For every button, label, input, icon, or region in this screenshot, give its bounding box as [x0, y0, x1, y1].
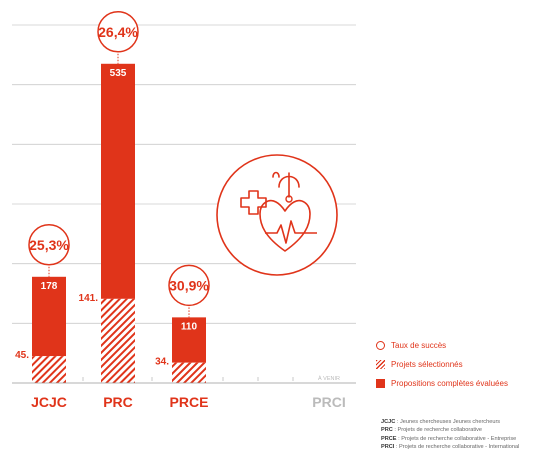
bar-evaluated-prc	[101, 63, 135, 299]
medical-cross-icon	[240, 190, 267, 215]
bar-selected-prce	[172, 362, 206, 383]
heart-icon	[259, 199, 311, 252]
bar-selected-prc	[101, 298, 135, 383]
category-label: PRCE	[170, 394, 209, 410]
legend-label-success-rate: Taux de succès	[391, 341, 447, 350]
heartbeat-line	[265, 220, 317, 244]
definition-jcjc: JCJC : Jeunes chercheuses Jeunes cherche…	[381, 419, 501, 425]
evaluated-label: 110	[181, 321, 198, 332]
hatch-swatch-icon	[376, 360, 385, 369]
definition-prc: PRC : Projets de recherche collaborative	[381, 427, 483, 434]
bar-evaluated-jcjc	[32, 276, 66, 357]
category-label: PRCI	[312, 394, 345, 410]
health-icon	[216, 154, 338, 276]
category-label: JCJC	[31, 394, 67, 410]
success-rate-circle	[97, 11, 139, 53]
success-rate-label: 25,3%	[29, 237, 69, 253]
solid-swatch-icon	[376, 379, 385, 388]
definition-prci: PRCI : Projets de recherche collaborativ…	[381, 443, 520, 450]
legend-item-selected: Projets sélectionnés	[376, 360, 536, 369]
selected-label: 45.	[15, 350, 29, 361]
legend-item-evaluated: Propositions complètes évaluées	[376, 379, 536, 388]
success-rate-circle	[168, 264, 210, 307]
success-rate-circle	[28, 224, 70, 266]
bar-selected-jcjc	[32, 356, 66, 383]
definition-prce: PRCE : Projets de recherche collaborativ…	[381, 435, 517, 442]
selected-label: 141.	[79, 293, 99, 304]
selected-label: 34.	[155, 357, 169, 368]
success-rate-label: 30,9%	[169, 277, 209, 293]
stethoscope-icon	[272, 171, 300, 198]
legend-label-selected: Projets sélectionnés	[391, 360, 463, 369]
prci-upcoming-note: À VENIR	[318, 375, 340, 382]
evaluated-label: 535	[110, 68, 127, 79]
legend-label-evaluated: Propositions complètes évaluées	[391, 379, 508, 388]
abbreviation-definitions: JCJC : Jeunes chercheuses Jeunes cherche…	[381, 418, 537, 451]
bar-evaluated-prce	[172, 317, 206, 363]
success-rate-label: 26,4%	[98, 24, 138, 40]
circle-swatch-icon	[376, 341, 385, 350]
legend-item-success-rate: Taux de succès	[376, 341, 536, 350]
evaluated-label: 178	[41, 281, 58, 292]
category-label: PRC	[103, 394, 133, 410]
